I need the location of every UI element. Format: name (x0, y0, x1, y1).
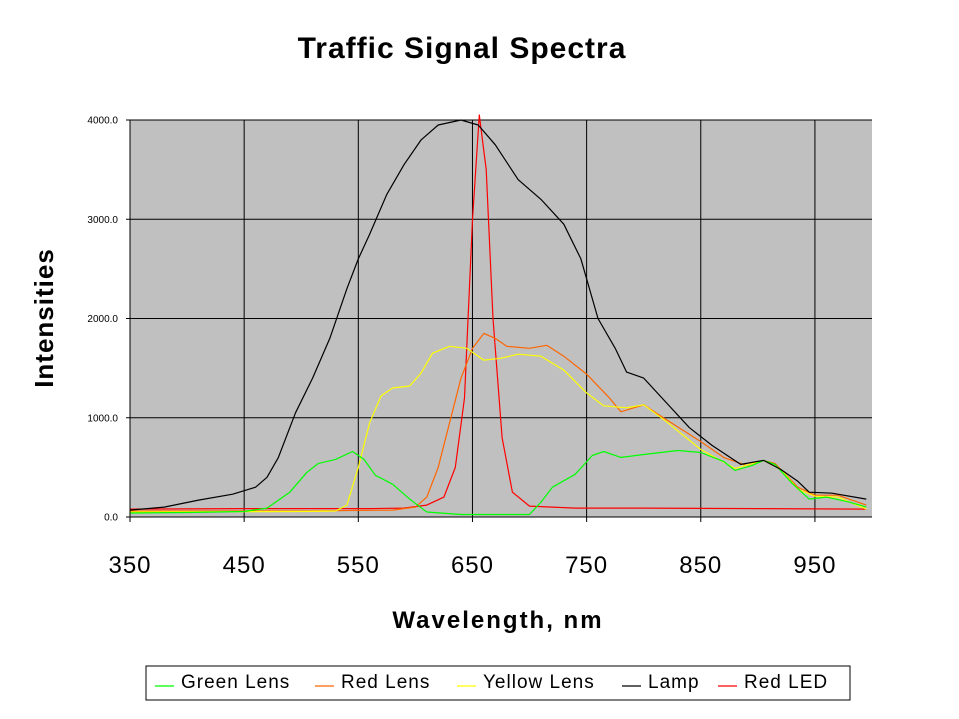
legend-label: Yellow Lens (483, 672, 595, 693)
series-layer (129, 114, 867, 516)
y-axis-ticks: 0.0 1000.0 2000.0 3000.0 4000.0 (87, 116, 130, 524)
grid (130, 119, 872, 517)
y-tick-label: 0.0 (104, 513, 118, 524)
y-tick-label: 4000.0 (87, 116, 118, 127)
series-line-lamp (129, 119, 867, 511)
legend: Green Lens Red Lens Yellow Lens Lamp Red LED (145, 665, 851, 701)
x-tick-label: 950 (793, 552, 836, 579)
x-axis-label: Wavelength, nm (392, 607, 603, 634)
y-tick-label: 3000.0 (87, 215, 118, 226)
x-axis-ticks: 350 450 550 650 750 850 950 (108, 517, 836, 579)
legend-label: Lamp (648, 672, 700, 693)
legend-label: Red LED (744, 672, 828, 693)
x-tick-label: 650 (451, 552, 494, 579)
plot-area (129, 114, 872, 518)
legend-label: Red Lens (341, 672, 430, 693)
legend-box (145, 665, 851, 701)
y-axis-label: Intensities (29, 248, 59, 388)
x-tick-label: 350 (108, 552, 151, 579)
chart-title: Traffic Signal Spectra (298, 32, 627, 65)
y-tick-label: 1000.0 (87, 413, 118, 424)
y-tick-label: 2000.0 (87, 314, 118, 325)
legend-label: Green Lens (181, 672, 290, 693)
x-tick-label: 550 (337, 552, 380, 579)
x-tick-label: 750 (565, 552, 608, 579)
x-tick-label: 850 (679, 552, 722, 579)
legend-items: Green Lens Red Lens Yellow Lens Lamp Red LED (155, 672, 828, 693)
x-tick-label: 450 (223, 552, 266, 579)
